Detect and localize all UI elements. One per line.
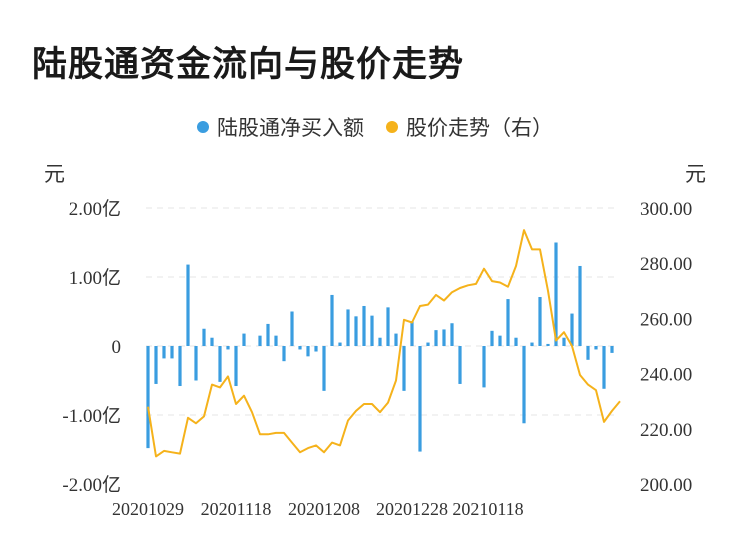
- x-axis-tick-label: 20201228: [376, 499, 448, 519]
- right-axis-unit: 元: [685, 162, 706, 186]
- flow-bar: [490, 330, 494, 346]
- flow-bar: [554, 242, 558, 346]
- flow-bar: [562, 337, 566, 346]
- flow-bar: [386, 307, 390, 346]
- flow-bar: [538, 297, 542, 346]
- flow-bar: [370, 315, 374, 346]
- legend-item-price[interactable]: 股价走势（右）: [386, 112, 553, 142]
- flow-bar: [522, 346, 526, 424]
- flow-bar: [282, 346, 286, 362]
- flow-bar: [594, 346, 598, 350]
- flow-bar: [322, 346, 326, 391]
- flow-bar: [602, 346, 606, 389]
- flow-bar: [570, 313, 574, 346]
- flow-bar: [258, 335, 262, 346]
- chart-title: 陆股通资金流向与股价走势: [32, 45, 465, 85]
- left-axis-tick-label: 1.00亿: [69, 267, 121, 289]
- flow-bar: [362, 305, 366, 346]
- flow-bar: [442, 329, 446, 346]
- flow-bar: [498, 335, 502, 346]
- right-axis-tick-label: 280.00: [640, 254, 692, 275]
- flow-bar: [170, 346, 174, 359]
- flow-bar: [586, 346, 590, 360]
- flow-bar: [274, 335, 278, 346]
- flow-bar: [202, 328, 206, 346]
- flow-bar: [418, 346, 422, 452]
- right-axis-tick-label: 200.00: [640, 475, 692, 496]
- flow-bar: [306, 346, 310, 357]
- right-axis-tick-label: 260.00: [640, 309, 692, 330]
- x-axis-tick-label: 20201029: [112, 499, 184, 519]
- flow-bar: [610, 346, 614, 353]
- flow-bar: [314, 346, 318, 352]
- flow-bar: [266, 323, 270, 346]
- flow-bar: [426, 342, 430, 346]
- flow-bar: [186, 264, 190, 346]
- flow-bar: [378, 337, 382, 346]
- flow-bar: [514, 337, 518, 346]
- flow-bar: [146, 346, 150, 449]
- flow-bar: [402, 346, 406, 391]
- legend-price-label: 股价走势（右）: [406, 116, 553, 140]
- left-axis-unit: 元: [44, 162, 65, 186]
- flow-bar: [242, 333, 246, 346]
- left-axis-tick-label: -1.00亿: [62, 405, 121, 427]
- flow-bar: [234, 346, 238, 387]
- legend-flow-label: 陆股通净买入额: [217, 116, 364, 140]
- flow-bar: [226, 346, 230, 350]
- flow-bar: [218, 346, 222, 382]
- price-line: [147, 229, 621, 458]
- legend: 陆股通净买入额 股价走势（右）: [0, 112, 750, 142]
- flow-bar: [546, 343, 550, 346]
- flow-bar: [434, 330, 438, 346]
- flow-bar: [354, 316, 358, 346]
- left-axis-tick-label: -2.00亿: [62, 474, 121, 496]
- flow-bar: [338, 342, 342, 346]
- flow-bar: [450, 323, 454, 346]
- flow-bar: [410, 321, 414, 346]
- flow-bar: [330, 294, 334, 346]
- flow-bar: [482, 346, 486, 388]
- flow-bar: [458, 346, 462, 384]
- left-axis-tick-label: 0: [112, 337, 122, 358]
- flow-bar: [298, 346, 302, 350]
- right-axis-tick-label: 240.00: [640, 365, 692, 386]
- flow-bar: [530, 342, 534, 346]
- flow-bar: [506, 299, 510, 346]
- flow-bar: [210, 337, 214, 346]
- flow-bar: [346, 309, 350, 346]
- flow-bar: [394, 333, 398, 346]
- x-axis-tick-label: 20201208: [288, 499, 360, 519]
- right-axis-tick-label: 300.00: [640, 199, 692, 220]
- legend-price-marker: [386, 121, 398, 133]
- flow-bar: [154, 346, 158, 384]
- legend-flow-marker: [197, 121, 209, 133]
- right-axis-tick-label: 220.00: [640, 420, 692, 441]
- flow-bar: [290, 311, 294, 346]
- x-axis-tick-label: 20210118: [452, 499, 523, 519]
- flow-bar: [162, 346, 166, 359]
- flow-bar: [178, 346, 182, 387]
- legend-item-flow[interactable]: 陆股通净买入额: [197, 112, 364, 142]
- flow-bar: [578, 265, 582, 346]
- left-axis-tick-label: 2.00亿: [69, 198, 121, 220]
- x-axis-tick-label: 20201118: [201, 499, 272, 519]
- flow-bar: [194, 346, 198, 381]
